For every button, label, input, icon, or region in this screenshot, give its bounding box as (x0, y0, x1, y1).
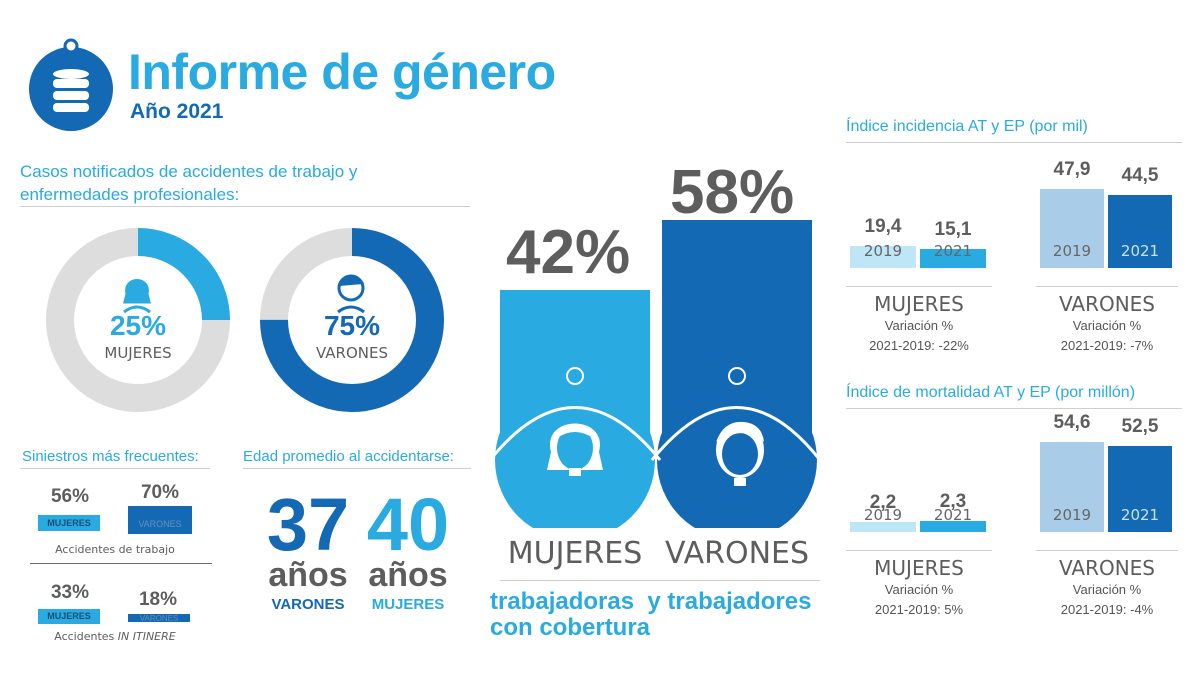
bar-value-label: 15,1 (934, 218, 972, 240)
bar-year-label: 2021 (1120, 506, 1160, 524)
variation-title: Variación % (1072, 582, 1142, 597)
men-age-number: 37 (266, 483, 350, 566)
men-age-unit: años (268, 556, 348, 594)
men-age-label: VARONES (271, 596, 345, 613)
men-cases-donut (260, 228, 444, 412)
divider (846, 142, 1182, 143)
page-subtitle: Año 2021 (130, 100, 224, 123)
variation-title: Variación % (884, 582, 954, 597)
variation-value: 2021-2019: -22% (869, 338, 969, 353)
variation-value: 2021-2019: 5% (874, 602, 964, 617)
men-coverage-value: 58% (670, 158, 795, 227)
divider (1036, 550, 1178, 551)
series-name: VARONES (1058, 292, 1155, 316)
divider (243, 468, 471, 469)
bar-varones-2019 (1040, 189, 1104, 268)
bar-value-label: 44,5 (1121, 165, 1159, 187)
itinere-men-value: 18% (138, 589, 178, 610)
divider (20, 468, 210, 469)
men-coverage-label: VARONES (664, 536, 810, 571)
women-cases-donut (46, 228, 230, 412)
incidence-title: Índice incidencia AT y EP (por mil) (846, 118, 1088, 135)
women-cases-value: 25% (109, 310, 167, 341)
women-age-label: MUJERES (371, 596, 445, 613)
variation-title: Variación % (884, 318, 954, 333)
trabajo-men-value: 70% (140, 482, 180, 503)
divider (846, 408, 1182, 409)
bar-value-label: 19,4 (864, 215, 902, 237)
logo-icon (24, 38, 118, 132)
bar-value-label: 2,2 (869, 491, 897, 513)
bar-value-label: 47,9 (1053, 159, 1091, 181)
man-icon (700, 408, 780, 498)
coverage-chart (488, 210, 822, 540)
variation-value: 2021-2019: -7% (1060, 338, 1154, 353)
series-name: MUJERES (874, 556, 964, 580)
men-cases-label: VARONES (315, 344, 388, 362)
women-age-number: 40 (366, 483, 450, 566)
cases-heading: Casos notificados de accidentes de traba… (20, 162, 358, 204)
bar-mujeres-2021 (920, 248, 986, 268)
siniestros-heading: Siniestros más frecuentes: (22, 448, 199, 465)
coverage-caption-line1: trabajadoras y trabajadores (490, 588, 812, 615)
bar-year-label: 2019 (863, 242, 903, 260)
divider (30, 563, 212, 564)
trabajo-women-bar: MUJERES (38, 515, 100, 531)
divider (846, 550, 992, 551)
itinere-caption: Accidentes IN ITINERE (54, 630, 176, 643)
mortality-title: Índice de mortalidad AT y EP (por millón… (846, 384, 1136, 401)
trabajo-men-bar: VARONES (128, 506, 192, 534)
bar-year-label: 2019 (1052, 242, 1092, 260)
bar-mujeres-2021 (920, 521, 986, 532)
women-age-unit: años (368, 556, 448, 594)
bar-year-label: 2019 (863, 506, 903, 524)
bar-varones-2021 (1108, 195, 1172, 268)
coverage-caption-line2: con cobertura (490, 614, 651, 641)
woman-icon (535, 408, 615, 498)
men-cases-value: 75% (323, 310, 381, 341)
trabajo-women-value: 56% (50, 486, 90, 507)
bar-mujeres-2019 (850, 521, 916, 532)
page-title: Informe de género (128, 44, 556, 100)
bar-value-label: 52,5 (1121, 415, 1159, 437)
bar-year-label: 2021 (933, 242, 973, 260)
itinere-women-bar: MUJERES (38, 609, 100, 624)
bar-value-label: 2,3 (939, 491, 967, 513)
edad-heading: Edad promedio al accidentarse: (243, 448, 454, 465)
bar-value-label: 54,6 (1053, 412, 1091, 434)
trabajo-caption: Accidentes de trabajo (55, 543, 175, 556)
bar-varones-2019 (1040, 442, 1104, 532)
variation-title: Variación % (1072, 318, 1142, 333)
bar-year-label: 2021 (933, 506, 973, 524)
divider (846, 286, 992, 287)
series-name: VARONES (1058, 556, 1155, 580)
series-name: MUJERES (874, 292, 964, 316)
bar-varones-2021 (1108, 445, 1172, 532)
itinere-men-bar: VARONES (128, 614, 190, 622)
itinere-women-value: 33% (50, 582, 90, 603)
bar-year-label: 2021 (1120, 242, 1160, 260)
divider (20, 206, 470, 207)
women-cases-label: MUJERES (104, 344, 172, 362)
women-coverage-value: 42% (506, 218, 631, 287)
divider (1036, 286, 1178, 287)
divider (500, 580, 820, 581)
bar-year-label: 2019 (1052, 506, 1092, 524)
variation-value: 2021-2019: -4% (1060, 602, 1154, 617)
bar-mujeres-2019 (850, 245, 916, 268)
women-coverage-label: MUJERES (507, 536, 643, 571)
